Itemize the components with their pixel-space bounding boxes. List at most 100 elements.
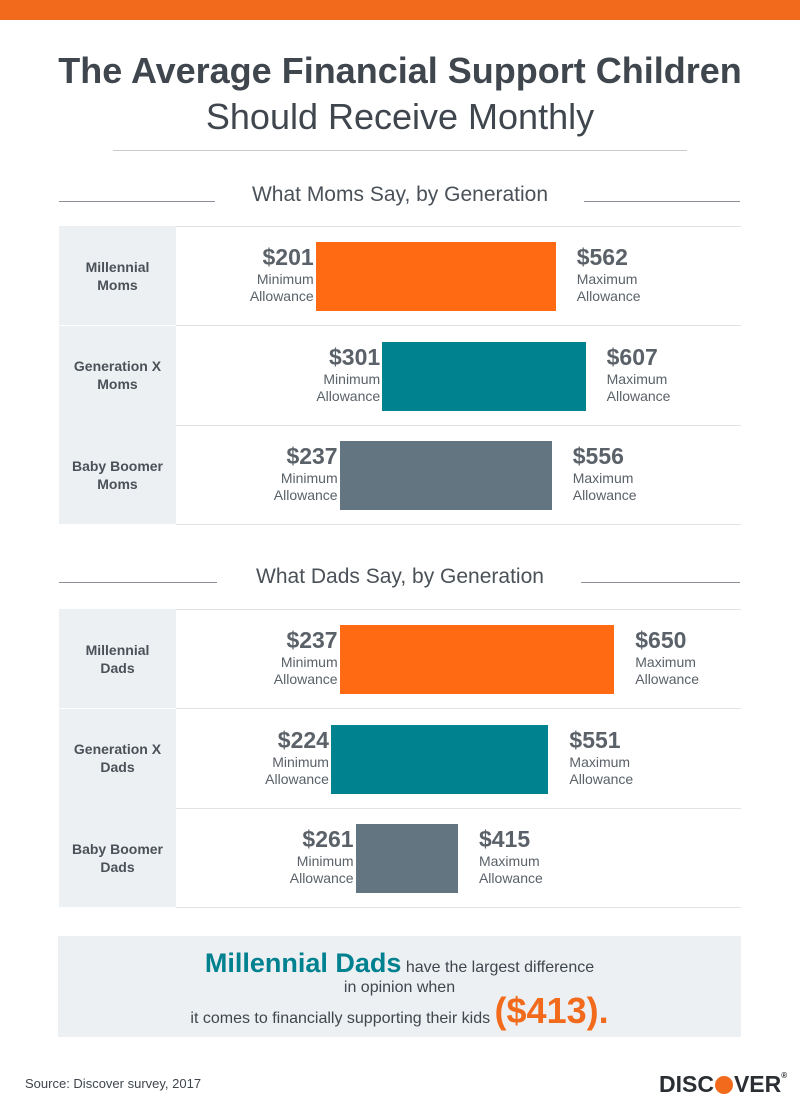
logo-registered-mark: ®: [781, 1071, 788, 1080]
min-caption: Minimum Allowance: [289, 853, 354, 886]
min-caption: Minimum Allowance: [249, 271, 314, 304]
callout-line-3: it comes to financially supporting their…: [58, 990, 741, 1032]
row-category-label: Baby Boomer Moms: [59, 425, 176, 524]
range-bar: [382, 341, 586, 411]
min-amount: $237: [286, 627, 338, 653]
min-value-label: $201 Minimum Allowance: [234, 243, 314, 305]
callout-box: Millennial Dads have the largest differe…: [58, 936, 741, 1037]
chart-row: Generation X Dads $224 Minimum Allowance $55…: [59, 708, 741, 809]
row-divider: [176, 424, 741, 426]
dads-chart-panel: Millennial Dads $237 Minimum Allowance $650 M…: [59, 609, 741, 909]
range-bar: [355, 824, 458, 893]
max-caption: Maximum Allowance: [635, 654, 700, 687]
row-divider: [176, 907, 741, 908]
max-value-label: $562 Maximum Allowance: [577, 243, 657, 305]
min-value-label: $237 Minimum Allowance: [258, 626, 338, 688]
max-amount: $415: [478, 826, 531, 852]
callout-amount: ($413).: [494, 990, 609, 1031]
min-amount: $224: [277, 726, 329, 753]
max-value-label: $607 Maximum Allowance: [607, 343, 687, 405]
max-value-label: $551 Maximum Allowance: [569, 726, 649, 788]
chart-row: Millennial Dads $237 Minimum Allowance $650 M…: [59, 609, 741, 709]
callout-line-2: in opinion when: [343, 979, 456, 996]
moms-chart-panel: Millennial Moms $201 Minimum Allowance $562 M…: [59, 226, 741, 526]
range-bar: [339, 625, 615, 694]
page-title: The Average Financial Support Children: [58, 50, 742, 91]
range-bar: [339, 441, 552, 510]
logo-text-pre: DISC: [659, 1071, 714, 1097]
max-value-label: $556 Maximum Allowance: [573, 442, 653, 504]
min-caption: Minimum Allowance: [273, 470, 338, 503]
min-value-label: $301 Minimum Allowance: [300, 343, 380, 405]
chart-row: Baby Boomer Moms $237 Minimum Allowance $556…: [59, 425, 741, 525]
row-label-line-2: Dads: [100, 659, 135, 676]
row-label-line-2: Dads: [100, 858, 135, 875]
discover-logo: DISC VER®: [659, 1071, 787, 1098]
max-value-label: $650 Maximum Allowance: [635, 626, 715, 688]
dads-head-rule-right: [581, 582, 740, 583]
row-category-label: Baby Boomer Dads: [59, 808, 176, 907]
moms-head-rule-left: [59, 201, 215, 202]
moms-head-rule-right: [584, 201, 740, 202]
row-label-line-1: Generation X: [73, 741, 162, 757]
max-caption: Maximum Allowance: [478, 853, 543, 886]
callout-text-1: have the largest difference: [401, 959, 595, 976]
dads-head-rule-left: [59, 582, 217, 583]
max-caption: Maximum Allowance: [576, 271, 641, 304]
max-amount: $556: [572, 443, 624, 469]
callout-text-3: it comes to financially supporting their…: [190, 1010, 495, 1027]
row-divider: [176, 807, 741, 809]
row-label-line-1: Millennial: [85, 641, 150, 658]
min-amount: $301: [329, 343, 381, 370]
row-label-line-1: Generation X: [73, 358, 162, 374]
min-value-label: $224 Minimum Allowance: [249, 726, 329, 788]
max-value-label: $415 Maximum Allowance: [479, 825, 559, 887]
max-caption: Maximum Allowance: [569, 753, 634, 787]
title-divider: [113, 150, 687, 151]
min-amount: $261: [302, 826, 354, 852]
row-category-label: Generation X Dads: [59, 708, 176, 808]
chart-row: Millennial Moms $201 Minimum Allowance $562 M…: [59, 226, 741, 326]
max-amount: $551: [569, 726, 621, 753]
row-label-line-2: Moms: [97, 276, 138, 293]
callout-highlight: Millennial Dads: [204, 948, 402, 978]
source-note: Source: Discover survey, 2017: [25, 1076, 202, 1091]
max-caption: Maximum Allowance: [606, 370, 671, 404]
row-label-line-1: Baby Boomer: [71, 840, 164, 857]
min-value-label: $261 Minimum Allowance: [274, 825, 354, 887]
logo-orange-dot: [714, 1076, 733, 1094]
moms-section-title: What Moms Say, by Generation: [251, 183, 549, 206]
row-label-line-2: Moms: [97, 475, 138, 492]
panel-top-rule: [176, 226, 741, 227]
row-label-line-1: Millennial: [85, 258, 150, 275]
logo-text-post: VER: [733, 1071, 782, 1097]
row-label-line-2: Dads: [100, 759, 135, 775]
min-amount: $237: [286, 443, 338, 469]
range-bar: [315, 242, 556, 311]
range-bar: [330, 724, 549, 794]
chart-row: Generation X Moms $301 Minimum Allowance $60…: [59, 325, 741, 426]
max-amount: $650: [635, 627, 687, 653]
row-divider: [176, 524, 741, 525]
min-caption: Minimum Allowance: [265, 753, 329, 787]
row-divider: [176, 325, 741, 326]
row-label-line-1: Baby Boomer: [71, 457, 164, 474]
callout-line-1: Millennial Dads have the largest differe…: [58, 948, 741, 979]
min-caption: Minimum Allowance: [316, 370, 381, 404]
dads-section-title: What Dads Say, by Generation: [256, 565, 544, 588]
top-accent-bar: [0, 0, 800, 20]
min-value-label: $237 Minimum Allowance: [258, 442, 338, 504]
min-amount: $201: [262, 244, 314, 270]
row-category-label: Millennial Moms: [59, 226, 176, 325]
row-category-label: Generation X Moms: [59, 325, 176, 425]
row-category-label: Millennial Dads: [59, 609, 176, 708]
row-divider: [176, 708, 741, 709]
chart-row: Baby Boomer Dads $261 Minimum Allowance $415…: [59, 808, 741, 908]
panel-top-rule: [176, 609, 741, 610]
row-label-line-2: Moms: [97, 376, 138, 392]
max-amount: $562: [576, 244, 628, 270]
page-subtitle: Should Receive Monthly: [205, 96, 595, 137]
max-amount: $607: [606, 343, 658, 370]
min-caption: Minimum Allowance: [273, 654, 338, 687]
max-caption: Maximum Allowance: [572, 470, 637, 503]
